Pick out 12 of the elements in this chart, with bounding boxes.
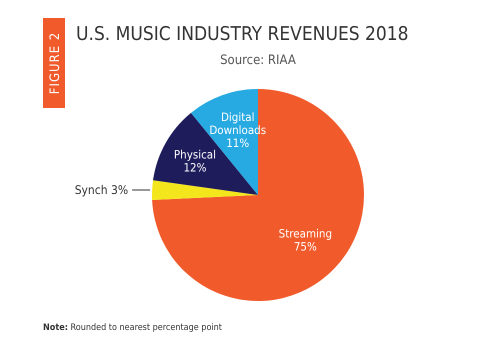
slice-label: Streaming [278,226,332,241]
pie-slice [152,180,258,200]
data-label: 75% [294,240,318,254]
chart-title: U.S. MUSIC INDUSTRY REVENUES 2018 [76,23,409,45]
caption: FIGURE 2 [48,32,63,94]
text: Note: Rounded to nearest percentage point [43,323,222,333]
pie-slice [152,89,364,301]
data-label: 12% [183,160,207,175]
slice-label: Synch 3% [74,182,128,197]
data-label: 11% [226,136,250,150]
chart-subtitle: Source: RIAA [220,53,296,68]
slice-label: Physical [174,148,216,162]
